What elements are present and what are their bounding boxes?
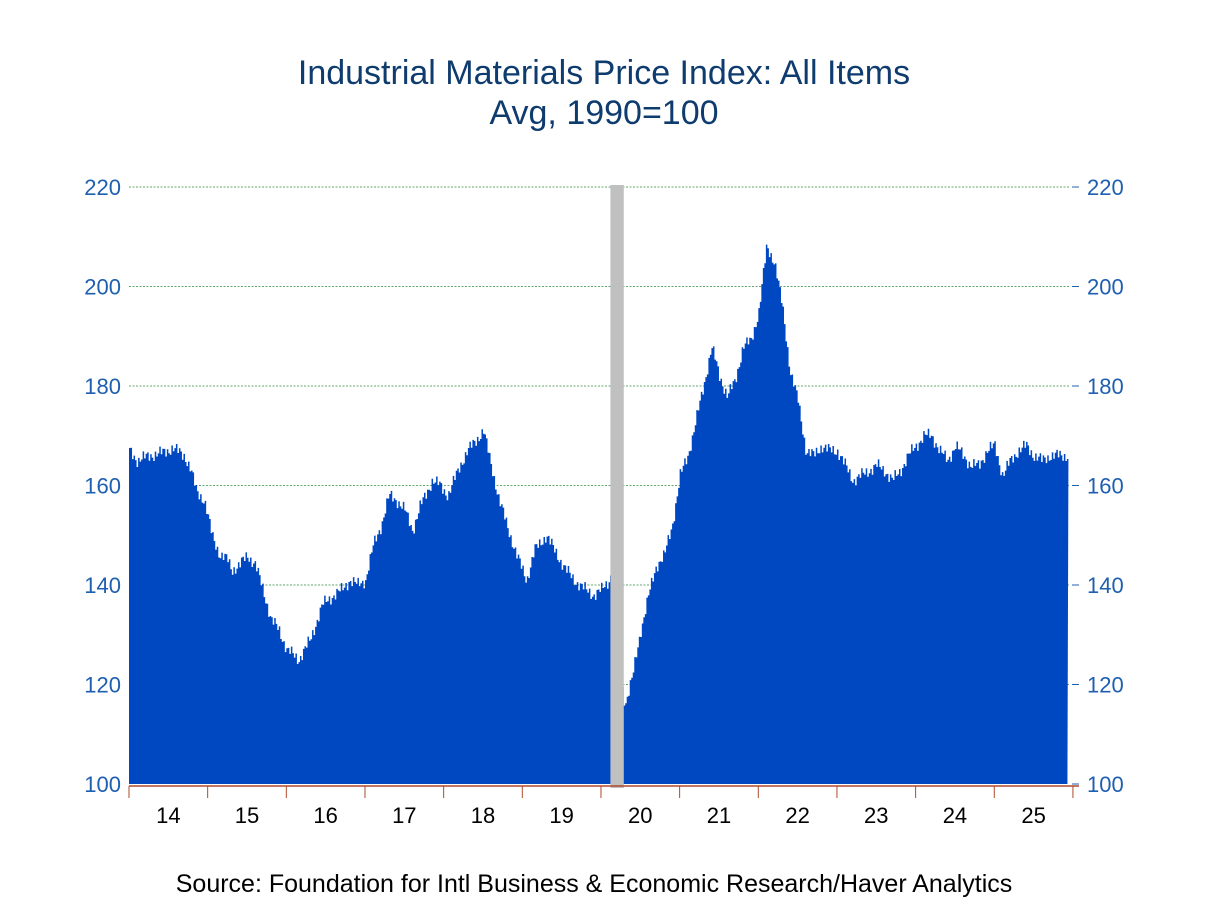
axis-labels: 100 100 120 120 140 140 160 160 180 180 200 200 220 2… — [84, 175, 1123, 828]
chart-title: Industrial Materials Price Index: All It… — [297, 54, 911, 92]
series-area-layer — [129, 244, 1069, 785]
y-tick-label-left: 160 — [84, 474, 121, 499]
x-tick-label: 23 — [864, 803, 888, 828]
x-tick-label: 25 — [1021, 803, 1045, 828]
chart-subtitle: Avg, 1990=100 — [489, 94, 719, 132]
y-tick-label-left: 180 — [84, 374, 121, 399]
y-tick-label-left: 120 — [84, 673, 121, 698]
y-tick-label-right: 220 — [1087, 175, 1124, 200]
y-tick-label-left: 140 — [84, 573, 121, 598]
x-tick-label: 14 — [156, 803, 180, 828]
source-note: Source: Foundation for Intl Business & E… — [175, 870, 1013, 898]
x-tick-label: 16 — [313, 803, 337, 828]
y-tick-label-left: 200 — [84, 275, 121, 300]
y-tick-label-right: 100 — [1087, 772, 1124, 797]
x-tick-label: 17 — [392, 803, 416, 828]
y-tick-label-right: 120 — [1087, 673, 1124, 698]
x-tick-label: 18 — [471, 803, 495, 828]
x-tick-label: 19 — [549, 803, 573, 828]
x-tick-label: 24 — [943, 803, 967, 828]
y-tick-label-right: 200 — [1087, 275, 1124, 300]
y-tick-label-right: 140 — [1087, 573, 1124, 598]
recession-band — [610, 185, 624, 788]
y-tick-label-right: 160 — [1087, 474, 1124, 499]
axes — [128, 186, 1079, 798]
x-tick-label: 22 — [785, 803, 809, 828]
y-tick-label-left: 220 — [84, 175, 121, 200]
x-tick-label: 20 — [628, 803, 652, 828]
y-tick-label-right: 180 — [1087, 374, 1124, 399]
recession-band-layer — [610, 185, 624, 788]
x-tick-label: 21 — [707, 803, 731, 828]
series-area — [129, 244, 1069, 785]
x-tick-label: 15 — [235, 803, 259, 828]
y-tick-label-left: 100 — [84, 772, 121, 797]
